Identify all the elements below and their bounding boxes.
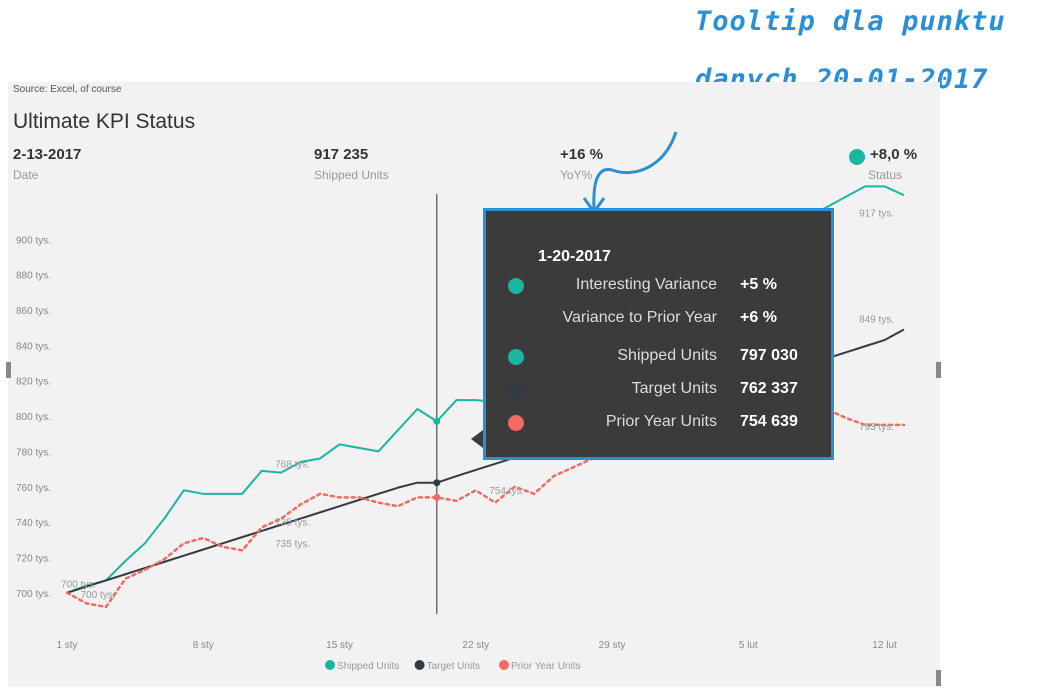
x-tick-label: 1 sty — [56, 640, 77, 651]
data-label: 768 tys. — [275, 459, 310, 470]
data-label: 849 tys. — [859, 314, 894, 325]
y-tick-label: 900 tys. — [16, 235, 51, 246]
tooltip-row-value: 762 337 — [740, 380, 798, 397]
y-tick-label: 740 tys. — [16, 518, 51, 529]
tooltip-row-value: 797 030 — [740, 347, 798, 364]
y-tick-label: 720 tys. — [16, 553, 51, 564]
tooltip-row-label: Prior Year Units — [605, 413, 717, 430]
tooltip-row-value: +6 % — [740, 309, 777, 326]
data-label: 793 tys. — [859, 422, 894, 433]
legend-marker-icon — [414, 660, 425, 670]
tooltip-row-value: +5 % — [740, 276, 777, 293]
legend-entry: Prior Year Units — [511, 661, 580, 672]
hover-point-target-units — [433, 479, 441, 487]
annotation-arrow-icon — [582, 131, 678, 215]
kpi-status-value: +8,0 % — [870, 146, 918, 163]
tooltip-pointer — [471, 430, 483, 448]
legend-entry: Shipped Units — [337, 661, 399, 672]
y-tick-label: 820 tys. — [16, 377, 51, 388]
hover-point-prior-year-units — [433, 493, 441, 501]
tooltip-row-variance-prior-year: Variance to Prior Year +6 % — [486, 307, 831, 331]
data-label: 735 tys. — [275, 539, 310, 550]
tooltip-row-target-units: Target Units 762 337 — [486, 378, 831, 402]
resize-handle-bottom-right[interactable] — [936, 670, 941, 686]
kpi-yoy-label: YoY% — [560, 168, 593, 182]
tooltip-row-label: Variance to Prior Year — [562, 309, 717, 326]
data-label: 700 tys. — [80, 590, 115, 601]
teal-dot-icon — [508, 349, 524, 365]
kpi-shipped-label: Shipped Units — [314, 168, 389, 182]
tooltip: 1-20-2017 Interesting Variance +5 % Vari… — [483, 208, 834, 460]
kpi-date-value: 2-13-2017 — [13, 146, 82, 163]
hover-point-shipped-units — [433, 417, 441, 425]
legend-marker-icon — [499, 660, 509, 670]
y-tick-label: 780 tys. — [16, 447, 51, 458]
y-tick-label: 760 tys. — [16, 483, 51, 494]
x-tick-label: 12 lut — [872, 640, 897, 651]
tooltip-row-label: Target Units — [631, 380, 717, 397]
legend-marker-icon — [325, 660, 335, 670]
kpi-yoy-value: +16 % — [560, 146, 603, 163]
y-tick-label: 840 tys. — [16, 341, 51, 352]
data-label: 700 tys. — [61, 579, 96, 590]
y-tick-label: 860 tys. — [16, 306, 51, 317]
y-tick-label: 880 tys. — [16, 271, 51, 282]
dark-dot-icon — [508, 382, 524, 398]
data-label: 735 tys. — [275, 518, 310, 529]
tooltip-row-shipped-units: Shipped Units 797 030 — [486, 345, 831, 369]
kpi-shipped-value: 917 235 — [314, 146, 369, 163]
tooltip-date: 1-20-2017 — [538, 248, 611, 265]
blank-dot-icon — [508, 311, 524, 327]
teal-dot-icon — [508, 278, 524, 294]
x-tick-label: 15 sty — [326, 640, 353, 651]
status-dot-icon — [849, 149, 865, 165]
tooltip-row-label: Interesting Variance — [575, 276, 717, 293]
red-dot-icon — [508, 415, 524, 431]
x-tick-label: 22 sty — [462, 640, 489, 651]
resize-handle-right[interactable] — [936, 362, 941, 378]
tooltip-row-interesting-variance: Interesting Variance +5 % — [486, 274, 831, 298]
x-tick-label: 5 lut — [739, 640, 758, 651]
x-tick-label: 8 sty — [193, 640, 214, 651]
legend-entry: Target Units — [427, 661, 480, 672]
tooltip-row-value: 754 639 — [740, 413, 798, 430]
data-label: 754 tys. — [489, 486, 524, 497]
kpi-status-label: Status — [868, 168, 903, 182]
tooltip-row-prior-year-units: Prior Year Units 754 639 — [486, 411, 831, 435]
annotation-line-1: Tooltip dla punktu — [695, 6, 1006, 37]
data-label: 917 tys. — [859, 208, 894, 219]
chart-title: Ultimate KPI Status — [13, 110, 196, 133]
tooltip-row-label: Shipped Units — [617, 347, 717, 364]
y-tick-label: 800 tys. — [16, 412, 51, 423]
kpi-date-label: Date — [13, 168, 39, 182]
y-tick-label: 700 tys. — [16, 589, 51, 600]
x-tick-label: 29 sty — [599, 640, 626, 651]
resize-handle-left[interactable] — [6, 362, 11, 378]
source-note: Source: Excel, of course — [13, 84, 122, 95]
